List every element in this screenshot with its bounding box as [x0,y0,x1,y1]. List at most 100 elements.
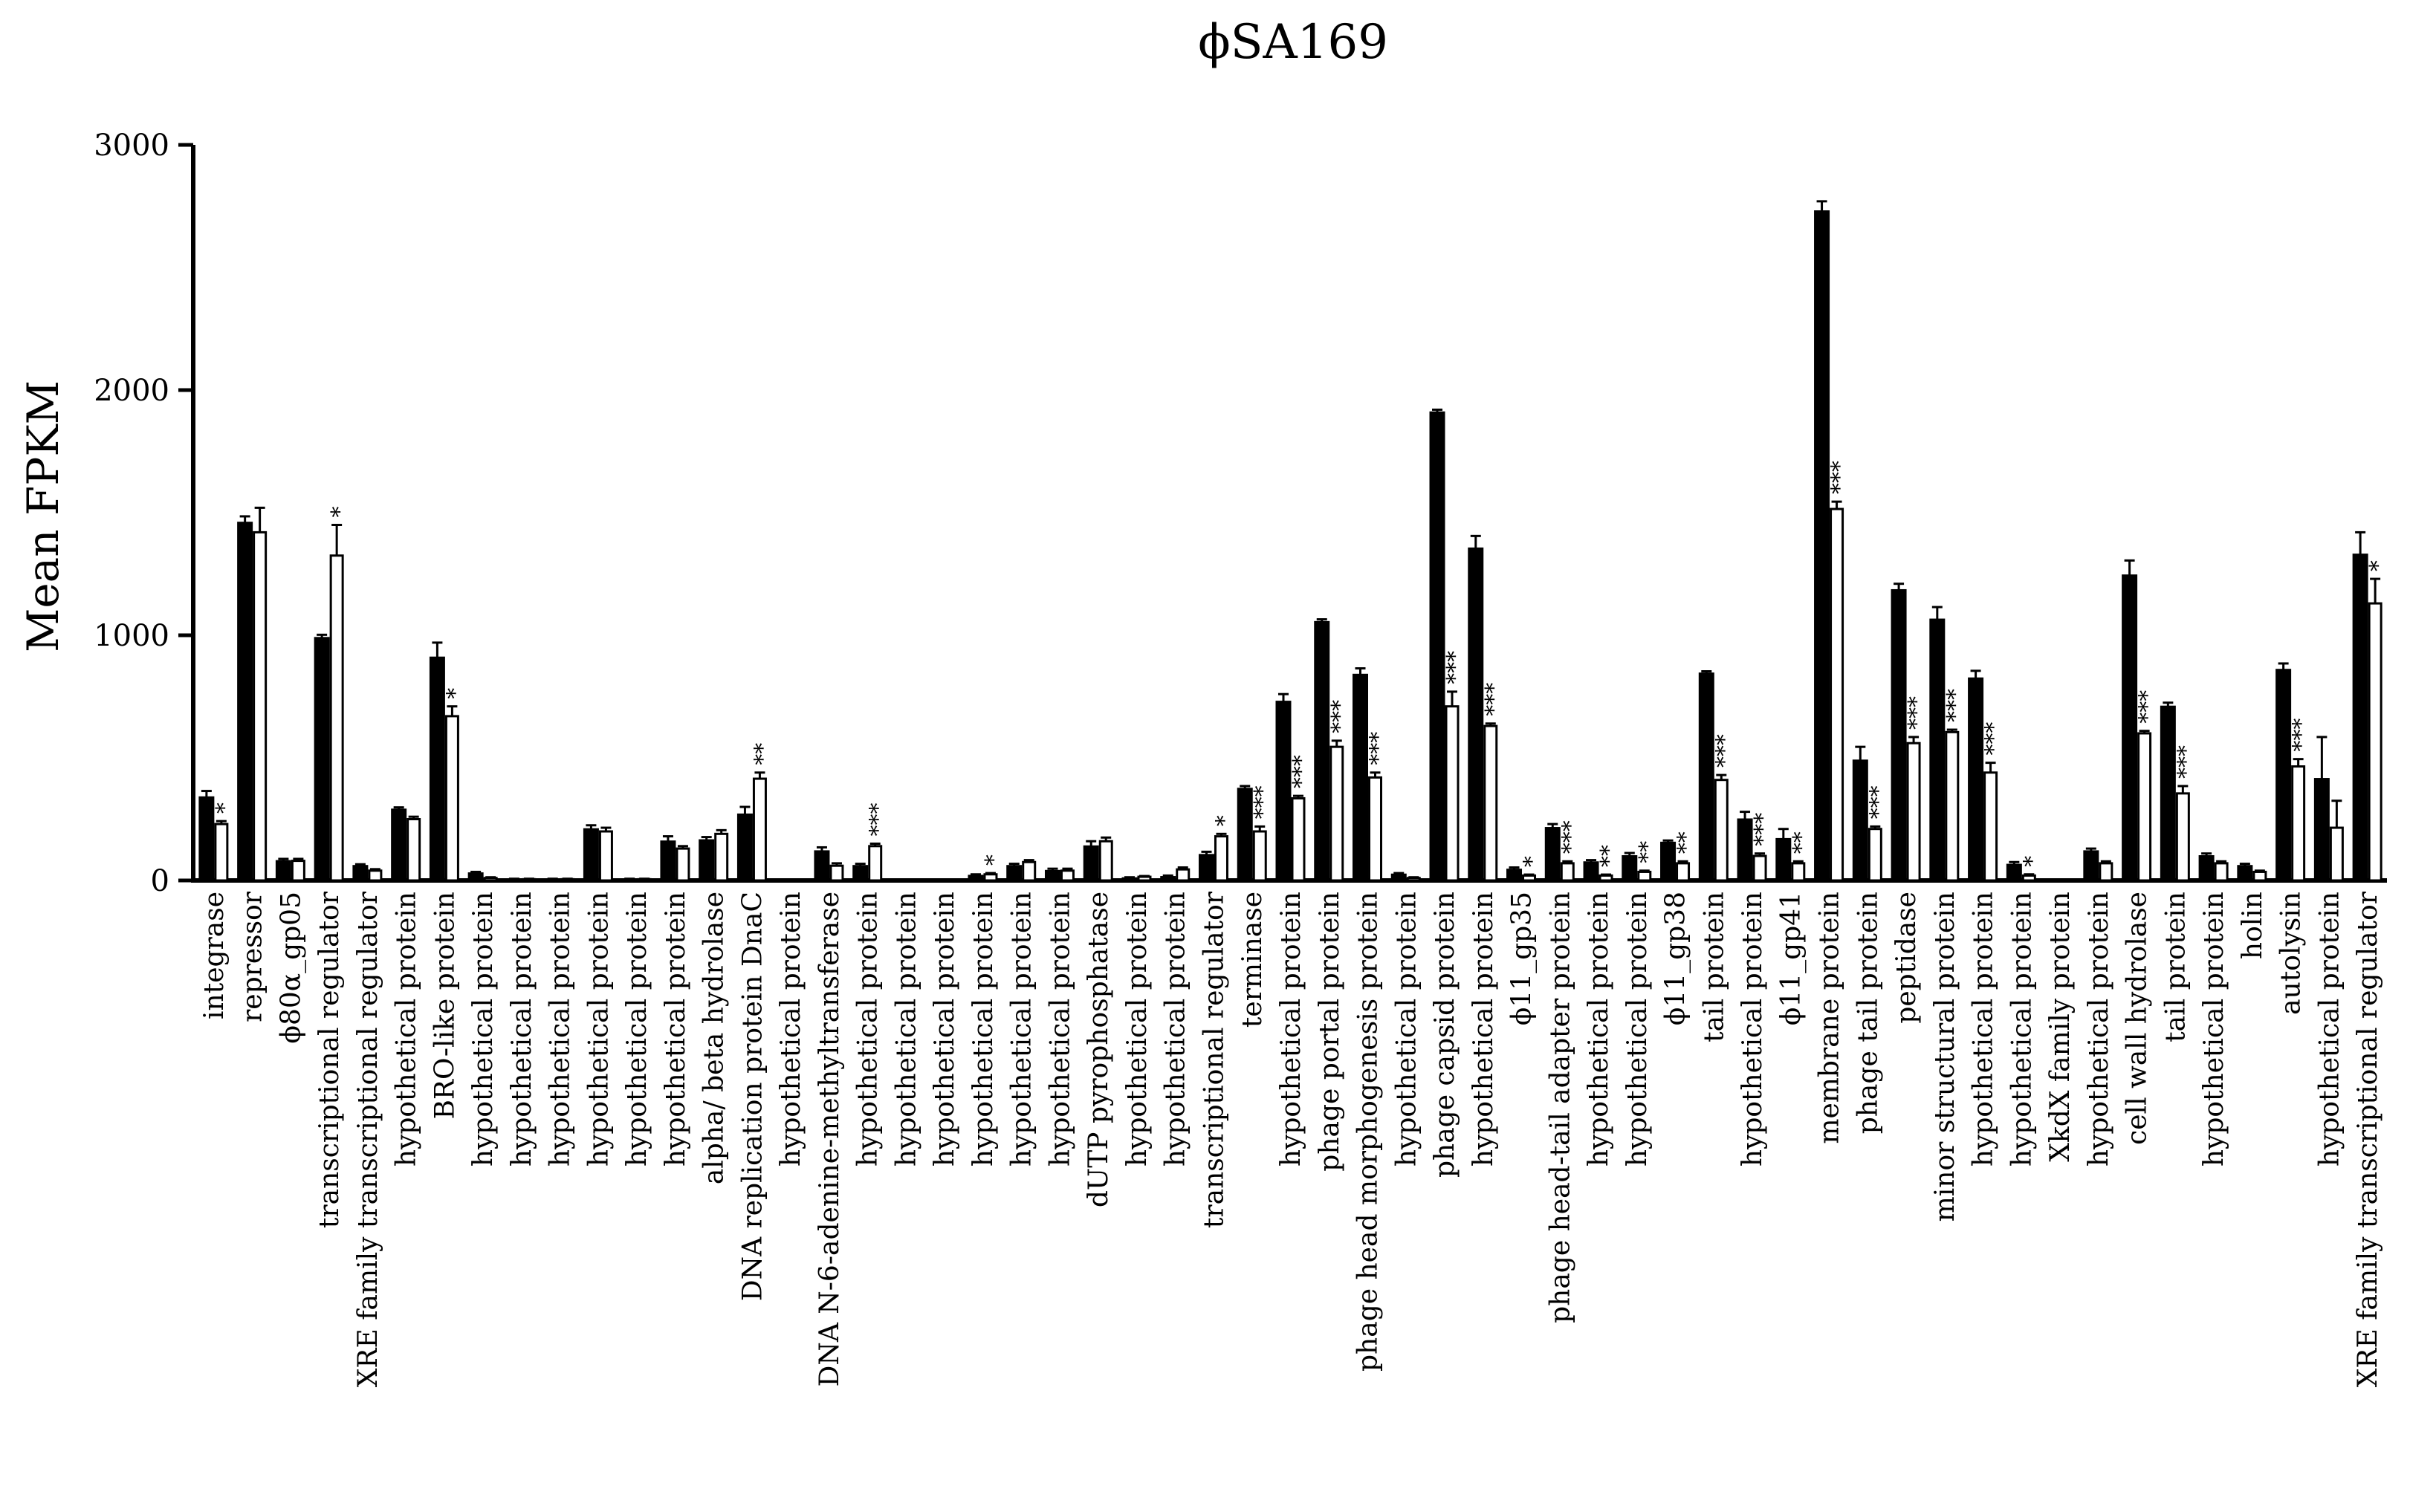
x-tick-label: hypothetical protein [1161,892,1191,1167]
bar-series2 [1483,724,1498,882]
bar-series2 [1637,870,1652,882]
significance-label: *** [1943,689,1969,722]
bar-series1 [968,875,984,882]
bar-series1 [1814,210,1830,882]
x-tick-label: autolysin [2276,892,2307,1015]
bar-series2 [2214,862,2229,882]
bar-series2 [368,869,383,882]
bar-series2 [2137,732,2152,882]
x-tick-label: hypothetical protein [661,892,691,1167]
bar-series1 [583,828,599,881]
x-tick-label: tail protein [1699,892,1729,1042]
x-tick-label: hypothetical protein [1468,892,1499,1167]
significance-label: *** [1366,732,1392,765]
bar-series2 [2368,602,2383,882]
bar-series1 [2275,669,2292,881]
significance-label: *** [1558,820,1584,854]
bar-series2 [1445,705,1460,882]
x-tick-label: XRE family transcriptional regulator [353,891,383,1387]
x-tick-label: DNA replication protein DnaC [737,892,768,1301]
bar-series2 [1176,868,1191,882]
bar-series1 [2122,574,2138,882]
bar-series2 [406,818,421,882]
significance-label: *** [1827,461,1853,494]
bar-series2 [1945,730,1960,882]
significance-label: *** [2135,690,2161,724]
bar-series1 [2083,850,2099,882]
bar-series1 [1314,620,1330,881]
x-tick-label: tail protein [2160,892,2191,1042]
bar-series1 [2237,865,2253,881]
x-tick-label: hypothetical protein [1276,892,1306,1167]
x-tick-label: hypothetical protein [622,892,652,1167]
bar-series2 [1098,840,1113,882]
bar-series1 [2352,554,2368,881]
bars-group: ********************************** ** ****… [198,200,2391,882]
bar-series1 [1698,672,1714,882]
bar-series2 [1983,771,1998,882]
bar-series1 [2313,778,2330,882]
significance-label: ** [1635,841,1661,863]
bar-series1 [391,808,407,882]
bar-series2 [291,860,305,882]
x-tick-label: membrane protein [1815,892,1845,1144]
x-tick-label: phage portal protein [1315,892,1345,1172]
x-tick-label: minor structural protein [1930,892,1960,1221]
x-tick-label: holin [2238,892,2268,959]
significance-label: * [327,507,353,518]
bar-series2 [329,554,344,882]
bar-series2 [714,832,729,882]
x-tick-label: hypothetical protein [930,892,960,1167]
bar-series2 [2021,874,2036,882]
significance-label: * [981,854,1007,866]
significance-label: *** [1289,755,1315,788]
x-tick-label: hypothetical protein [1391,892,1422,1167]
bar-series2 [1868,828,1882,882]
significance-label: ** [1789,831,1815,854]
x-tick-label: hypothetical protein [545,892,576,1167]
x-tick-label: ϕ80α_gp05 [276,892,306,1044]
bar-series2 [1022,860,1037,882]
x-tick-label: DNA N-6-adenine-methyltransferase [814,892,845,1387]
significance-label: ** [750,743,776,765]
bar-series1 [352,865,369,881]
bar-series2 [1329,745,1344,882]
bar-series2 [1830,507,1844,882]
significance-label: *** [1481,683,1507,716]
x-tick-label: hypothetical protein [507,892,537,1167]
x-tick-label: BRO-like protein [430,892,460,1120]
bar-series1 [1506,869,1523,882]
x-tick-label: hypothetical protein [968,892,999,1167]
bar-series2 [983,873,998,882]
significance-label: *** [1981,722,2007,756]
significance-label: *** [2173,745,2199,779]
bar-series2 [1906,742,1921,882]
bar-series2 [1368,776,1383,882]
significance-label: *** [866,803,892,837]
bar-series2 [1752,854,1767,882]
bar-series1 [1852,759,1868,881]
bar-series1 [1429,411,1445,881]
bar-series2 [214,822,229,882]
significance-label: * [212,802,238,814]
y-tick-label: 1000 [94,619,169,653]
bar-series2 [1598,874,1613,882]
x-tick-label: hypothetical protein [583,892,614,1167]
x-tick-label: alpha/ beta hydrolase [699,892,730,1184]
bar-series1 [1275,701,1292,881]
x-tick-label: ϕ11_gp35 [1507,892,1538,1025]
x-tick-label: integrase [199,892,230,1019]
x-tick-label: hypothetical protein [1007,892,1037,1167]
x-tick-label: phage head morphogenesis protein [1353,892,1384,1372]
bar-series1 [275,860,291,881]
x-tick-label: hypothetical protein [2199,892,2229,1167]
bar-series2 [253,531,268,882]
bar-series1 [814,850,830,882]
x-tick-labels: integrase repressor ϕ80α_gp05 transcription… [199,891,2383,1387]
x-tick-label: ϕ11_gp41 [1776,892,1807,1025]
x-tick-label: ϕ11_gp38 [1661,892,1691,1025]
x-tick-label: repressor [238,891,268,1022]
bar-series1 [1353,673,1369,881]
chart-title: ϕSA169 [1198,15,1388,70]
